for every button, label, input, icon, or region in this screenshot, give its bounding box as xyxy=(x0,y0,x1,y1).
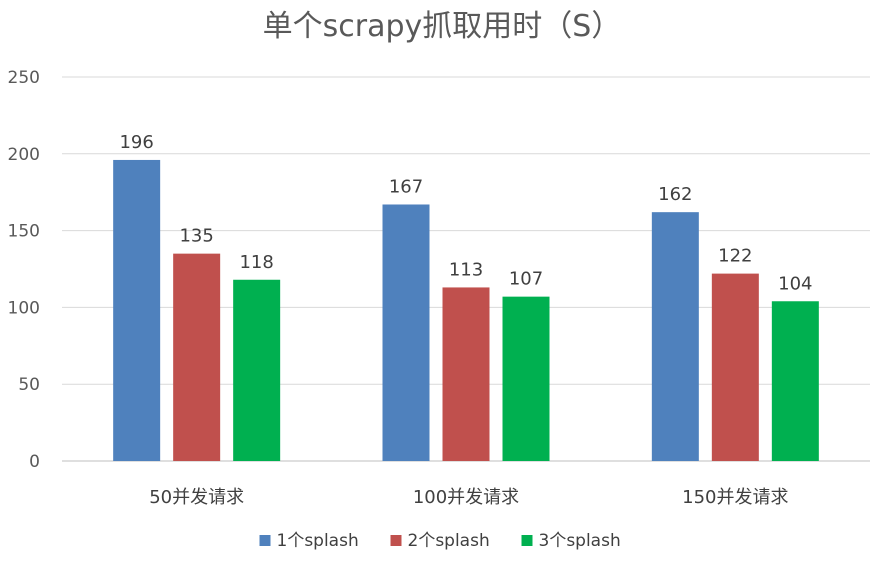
bar xyxy=(382,204,430,461)
y-tick-label: 50 xyxy=(18,375,40,395)
legend-swatch xyxy=(521,535,533,546)
bar xyxy=(442,287,490,461)
data-label: 118 xyxy=(239,252,273,273)
y-tick-label: 250 xyxy=(8,68,40,88)
y-tick-label: 200 xyxy=(8,145,40,165)
bars xyxy=(113,159,819,461)
legend-label: 1个splash xyxy=(277,531,359,551)
legend-swatch xyxy=(390,535,402,546)
data-label: 113 xyxy=(449,259,483,280)
legend-swatch xyxy=(259,535,271,546)
chart-title: 单个scrapy抓取用时（S） xyxy=(263,9,622,44)
data-label: 107 xyxy=(509,269,543,290)
y-tick-label: 150 xyxy=(8,222,40,242)
x-tick-label: 150并发请求 xyxy=(682,487,788,508)
data-label: 162 xyxy=(658,184,692,205)
x-tick-label: 50并发请求 xyxy=(149,487,244,508)
x-axis: 50并发请求 100并发请求 150并发请求 xyxy=(149,487,788,508)
legend: 1个splash 2个splash 3个splash xyxy=(259,531,621,551)
y-tick-label: 100 xyxy=(8,298,40,318)
bar xyxy=(113,159,161,461)
data-label: 122 xyxy=(718,246,752,267)
bar xyxy=(651,212,699,461)
y-axis: 0 50 100 150 200 250 xyxy=(8,68,40,472)
bar xyxy=(711,273,759,461)
x-tick-label: 100并发请求 xyxy=(413,487,519,508)
legend-label: 3个splash xyxy=(539,531,621,551)
data-label: 135 xyxy=(179,226,213,247)
data-label: 196 xyxy=(119,132,153,153)
data-label: 104 xyxy=(778,273,812,294)
y-tick-label: 0 xyxy=(29,452,40,472)
bar xyxy=(173,253,221,461)
bar xyxy=(502,296,550,461)
bar xyxy=(233,279,281,461)
data-label: 167 xyxy=(389,176,423,197)
bar xyxy=(771,301,819,461)
data-labels: 196 135 118 167 113 107 162 122 104 xyxy=(119,132,812,294)
legend-label: 2个splash xyxy=(408,531,490,551)
